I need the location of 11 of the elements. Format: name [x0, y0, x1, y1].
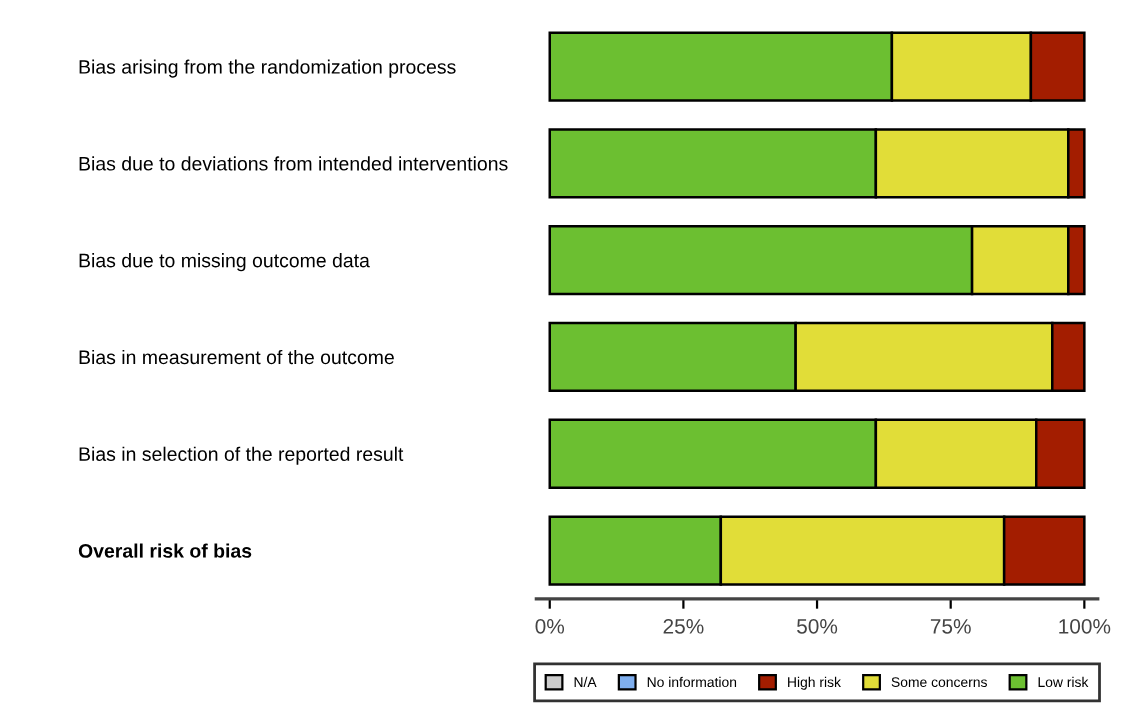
- y-tick-label: Overall risk of bias: [78, 543, 252, 558]
- y-tick-label: Bias due to missing outcome data: [79, 253, 370, 272]
- y-tick-label: Bias arising from the randomization process: [79, 59, 456, 78]
- x-tick-label: 0%: [535, 618, 565, 634]
- x-tick-label: 25%: [663, 618, 704, 634]
- y-tick-label: Bias due to deviations from intended interventions: [79, 156, 508, 171]
- x-tick-label: 50%: [797, 618, 838, 634]
- y-tick-label: Bias in measurement of the outcome: [79, 349, 394, 365]
- x-tick-label: 75%: [930, 619, 971, 634]
- x-tick-label: 100%: [1059, 618, 1111, 634]
- y-tick-label: Bias in selection of the reported result: [79, 446, 404, 465]
